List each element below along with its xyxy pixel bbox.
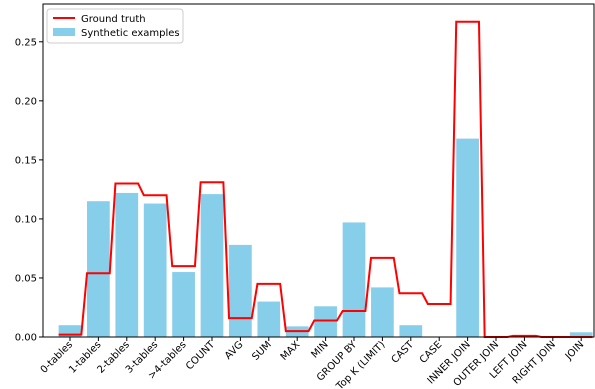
- step-layer: [58, 20, 593, 338]
- bar-2-tables: [115, 192, 139, 337]
- x-tick-label: CASE: [418, 339, 445, 366]
- bar-group-by: [342, 222, 366, 337]
- y-tick-label: 0.15: [15, 155, 37, 166]
- bar-0-tables: [58, 325, 82, 337]
- y-tick-label: 0.10: [15, 214, 37, 225]
- x-tick-label: MAX: [279, 339, 303, 363]
- bar-count: [200, 194, 224, 337]
- axes-layer: [42, 3, 595, 338]
- ground-truth-step-line: [58, 20, 593, 338]
- y-tick-label: 0.05: [15, 273, 37, 284]
- bar-4-tables: [172, 272, 195, 337]
- bar-sum: [257, 301, 281, 337]
- bar-inner-join: [456, 138, 479, 337]
- plot-frame: [42, 3, 595, 338]
- bar-3-tables: [143, 203, 167, 337]
- legend-ground-truth-label: Ground truth: [81, 14, 146, 25]
- bar-join: [569, 332, 593, 337]
- x-tick-label: MIN: [309, 339, 330, 360]
- x-tick-label: JOIN: [563, 339, 587, 363]
- legend-synthetic-label: Synthetic examples: [81, 28, 180, 39]
- bar-avg: [229, 244, 252, 337]
- bar-1-tables: [87, 201, 110, 337]
- bar-min: [314, 306, 337, 337]
- x-tick-label: CAST: [390, 339, 417, 366]
- legend-frame: [46, 8, 184, 44]
- y-tick-label: 0.25: [15, 37, 37, 48]
- x-tick-label: COUNT: [184, 339, 218, 373]
- bar-top-k-limit: [371, 287, 394, 337]
- legend: Ground truth Synthetic examples: [46, 8, 184, 44]
- x-tick-label: AVG: [223, 339, 245, 361]
- x-tick-label: SUM: [250, 339, 274, 363]
- legend-synthetic-swatch: [53, 28, 75, 36]
- bar-cast: [399, 325, 423, 337]
- y-tick-label: 0.20: [15, 96, 37, 107]
- bars-layer: [58, 138, 593, 337]
- y-tick-label: 0.00: [15, 333, 37, 344]
